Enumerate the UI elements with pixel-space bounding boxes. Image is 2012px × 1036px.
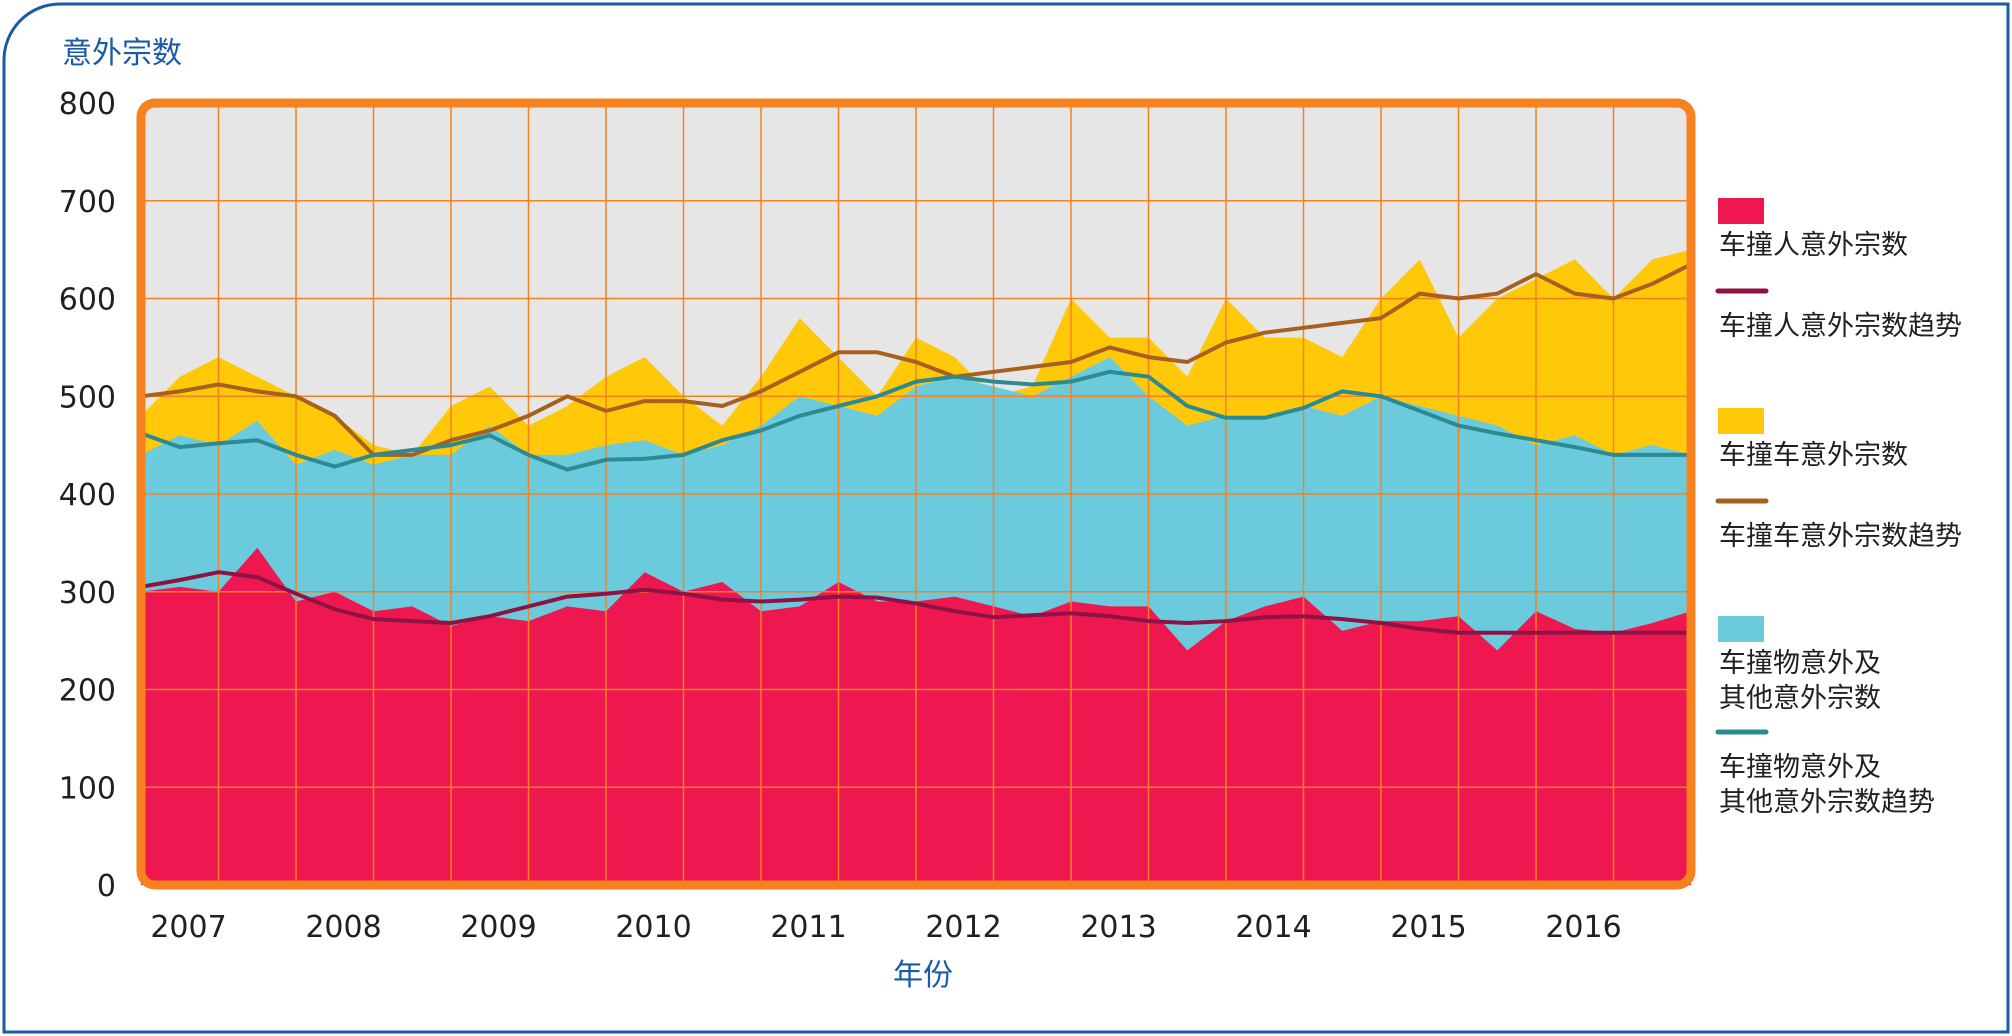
y-tick-label-2: 200	[59, 674, 116, 709]
x-tick-label-2010: 2010	[615, 910, 691, 945]
y-tick-label-7: 700	[59, 185, 116, 220]
x-axis-title: 年份	[893, 958, 953, 993]
trend-line-layer	[139, 262, 1693, 635]
y-tick-label-3: 300	[59, 576, 116, 611]
x-tick-label-2015: 2015	[1390, 910, 1466, 945]
y-tick-label-8: 800	[59, 87, 116, 122]
legend-swatch-5	[1718, 616, 1764, 642]
y-tick-label-6: 600	[59, 283, 116, 318]
legend-swatch-1	[1718, 198, 1764, 224]
y-tick-labels: 0 100 200 300 400 500 600 700 800	[59, 87, 116, 904]
legend-label-6-1: 车撞物意外及	[1719, 752, 1881, 783]
x-tick-label-2008: 2008	[305, 910, 381, 945]
x-tick-label-2013: 2013	[1080, 910, 1156, 945]
x-tick-labels: 2007 2008 2009 2010 2011 2012 2013 2014 2015 2016	[150, 910, 1621, 945]
legend-label-2-1: 车撞人意外宗数趋势	[1719, 311, 1962, 342]
legend-item-4: 车撞车意外宗数趋势	[1715, 498, 1962, 552]
x-tick-label-2016: 2016	[1545, 910, 1621, 945]
legend-label-6-2: 其他意外宗数趋势	[1719, 787, 1935, 818]
legend-label-5-2: 其他意外宗数	[1719, 683, 1881, 714]
y-tick-label-0: 0	[97, 869, 116, 904]
y-axis-title: 意外宗数	[62, 36, 182, 71]
grid-layer	[141, 103, 1691, 885]
x-tick-label-2014: 2014	[1235, 910, 1311, 945]
legend-item-3: 车撞车意外宗数	[1718, 408, 1908, 471]
x-tick-label-2009: 2009	[460, 910, 536, 945]
legend-item-2: 车撞人意外宗数趋势	[1715, 288, 1962, 342]
y-tick-label-1: 100	[59, 771, 116, 806]
legend-label-1-1: 车撞人意外宗数	[1719, 230, 1908, 261]
y-tick-label-5: 500	[59, 380, 116, 415]
x-tick-label-2011: 2011	[770, 910, 846, 945]
x-tick-label-2007: 2007	[150, 910, 226, 945]
legend-swatch-3	[1718, 408, 1764, 434]
x-tick-label-2012: 2012	[925, 910, 1001, 945]
legend-label-5-1: 车撞物意外及	[1719, 648, 1881, 679]
legend-label-3-1: 车撞车意外宗数	[1719, 440, 1908, 471]
legend-label-4-1: 车撞车意外宗数趋势	[1719, 521, 1962, 552]
trend-line-3	[139, 369, 1693, 472]
legend-item-1: 车撞人意外宗数	[1718, 198, 1908, 261]
trend-line-2	[139, 262, 1693, 457]
y-tick-label-4: 400	[59, 478, 116, 513]
plot-border	[136, 98, 1696, 890]
legend: 车撞人意外宗数车撞人意外宗数趋势车撞车意外宗数车撞车意外宗数趋势车撞物意外及其他…	[1715, 198, 1962, 818]
trend-line-1	[139, 570, 1693, 635]
